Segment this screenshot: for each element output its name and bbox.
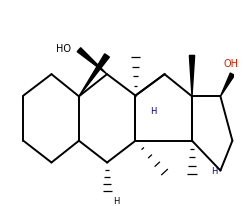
- Text: H: H: [150, 107, 156, 116]
- Polygon shape: [189, 56, 195, 97]
- Text: OH: OH: [224, 59, 239, 69]
- Polygon shape: [79, 55, 109, 97]
- Text: HO: HO: [56, 44, 71, 54]
- Text: H: H: [211, 166, 217, 175]
- Polygon shape: [220, 74, 234, 97]
- Text: H: H: [113, 196, 119, 205]
- Polygon shape: [77, 48, 107, 75]
